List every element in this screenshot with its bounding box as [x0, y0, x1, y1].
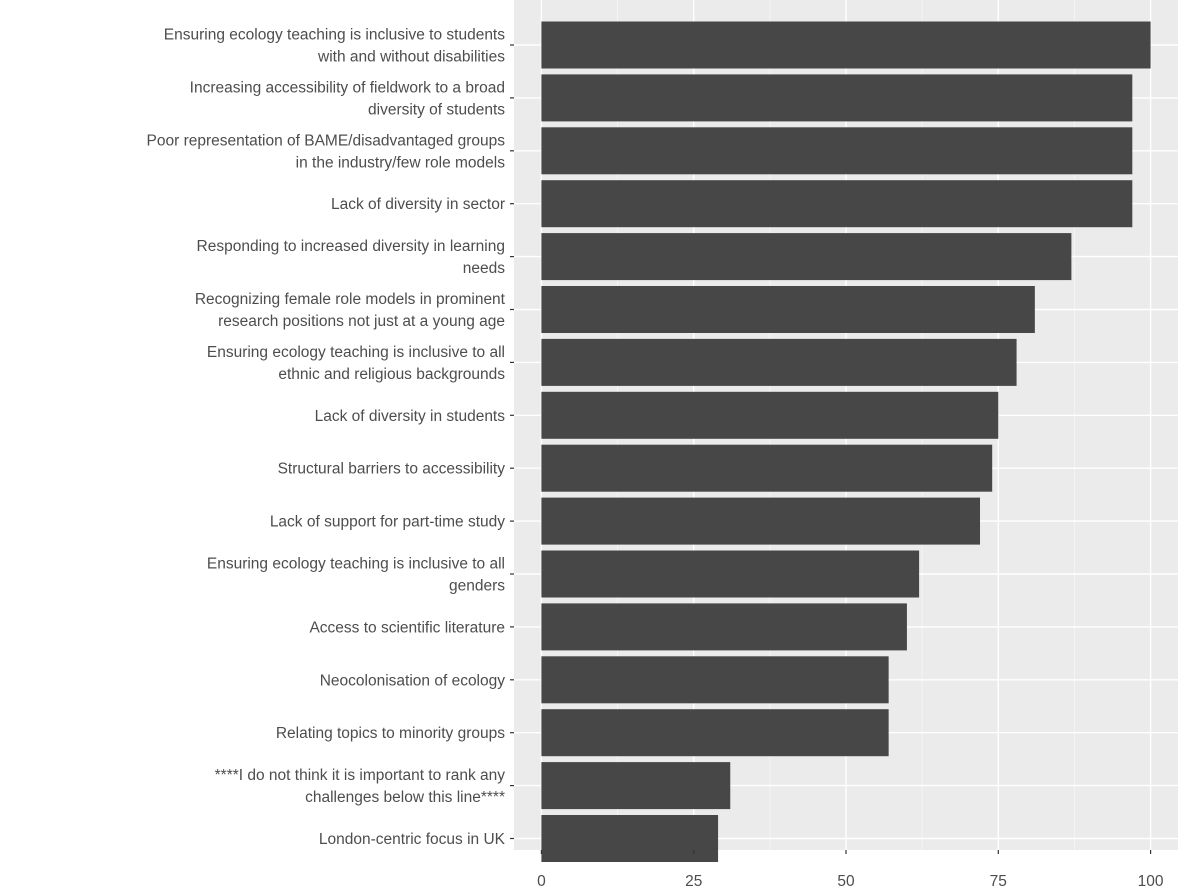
y-tick-label: Ensuring ecology teaching is inclusive t…: [164, 27, 505, 66]
bar: [541, 286, 1035, 333]
bar: [541, 391, 999, 439]
y-tick-label-line: Lack of diversity in sector: [331, 196, 505, 213]
y-tick-label: Relating topics to minority groups: [276, 725, 505, 742]
bar: [541, 338, 1017, 386]
y-tick-label-line: genders: [449, 578, 505, 595]
y-tick-label-line: Ensuring ecology teaching is inclusive t…: [207, 556, 505, 573]
y-tick-label-line: research positions not just at a young a…: [218, 313, 505, 330]
y-tick-label-line: diversity of students: [368, 101, 505, 118]
y-tick-label: Structural barriers to accessibility: [278, 461, 506, 478]
bars: [541, 21, 1151, 862]
y-tick-label-line: Poor representation of BAME/disadvantage…: [147, 132, 506, 149]
y-tick-label-line: ****I do not think it is important to ra…: [215, 767, 506, 784]
y-tick-label: Access to scientific literature: [309, 619, 505, 636]
bar: [541, 497, 981, 545]
bar: [541, 603, 907, 651]
y-tick-label-line: Neocolonisation of ecology: [320, 672, 506, 689]
y-tick-label: Ensuring ecology teaching is inclusive t…: [207, 344, 505, 383]
y-tick-label-line: Recognizing female role models in promin…: [195, 291, 506, 308]
y-tick-label: Increasing accessibility of fieldwork to…: [190, 79, 506, 118]
x-tick-label: 50: [837, 873, 855, 890]
y-tick-label-line: challenges below this line****: [305, 789, 505, 806]
y-tick-label-line: Ensuring ecology teaching is inclusive t…: [207, 344, 505, 361]
y-tick-label-line: Increasing accessibility of fieldwork to…: [190, 79, 505, 96]
y-tick-label-line: Relating topics to minority groups: [276, 725, 505, 742]
y-tick-label-line: needs: [463, 260, 505, 277]
x-tick-label: 75: [990, 873, 1007, 890]
y-tick-label-line: Lack of support for part-time study: [270, 514, 505, 531]
y-tick-label: Poor representation of BAME/disadvantage…: [147, 132, 506, 171]
bar: [541, 762, 731, 810]
y-tick-label: ****I do not think it is important to ra…: [215, 767, 506, 806]
y-tick-label-line: London-centric focus in UK: [319, 831, 506, 848]
y-tick-label-line: in the industry/few role models: [296, 154, 506, 171]
y-tick-label-line: ethnic and religious backgrounds: [278, 366, 505, 383]
bar: [541, 21, 1151, 69]
y-tick-label-line: Access to scientific literature: [309, 619, 505, 636]
bar: [541, 233, 1072, 281]
y-tick-label: Lack of support for part-time study: [270, 514, 505, 531]
y-tick-label: London-centric focus in UK: [319, 831, 506, 848]
y-tick-label: Lack of diversity in students: [315, 408, 506, 425]
x-tick-label: 100: [1138, 873, 1164, 890]
x-tick-label: 25: [685, 873, 702, 890]
bar: [541, 815, 719, 862]
y-tick-label: Recognizing female role models in promin…: [195, 291, 506, 330]
y-tick-label: Neocolonisation of ecology: [320, 672, 506, 689]
y-tick-label-line: Ensuring ecology teaching is inclusive t…: [164, 27, 505, 44]
y-tick-label-line: Structural barriers to accessibility: [278, 461, 506, 478]
bar: [541, 656, 889, 704]
y-tick-label-line: with and without disabilities: [317, 49, 505, 66]
x-tick-label: 0: [537, 873, 546, 890]
y-tick-label: Ensuring ecology teaching is inclusive t…: [207, 556, 505, 595]
bar: [541, 74, 1133, 122]
y-tick-label-line: Lack of diversity in students: [315, 408, 506, 425]
y-tick-label-line: Responding to increased diversity in lea…: [197, 238, 505, 255]
y-tick-label: Lack of diversity in sector: [331, 196, 505, 213]
bar: [541, 709, 889, 757]
x-axis: 0 25 50 75 100: [537, 850, 1164, 890]
bar: [541, 444, 993, 492]
bar: [541, 550, 920, 598]
y-axis: Ensuring ecology teaching is inclusive t…: [147, 27, 514, 848]
y-tick-label: Responding to increased diversity in lea…: [197, 238, 506, 277]
bar: [541, 180, 1133, 228]
bar: [541, 127, 1133, 175]
